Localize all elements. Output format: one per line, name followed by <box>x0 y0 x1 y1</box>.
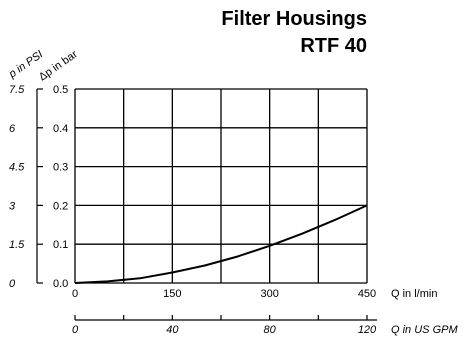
y-tick-label: 0.1 <box>53 239 68 251</box>
y-tick-label-psi: 3 <box>9 200 16 212</box>
y-tick-label-psi: 0 <box>9 278 16 290</box>
y-tick-label: 0.3 <box>53 162 68 174</box>
y-tick-label-psi: 7.5 <box>9 84 25 96</box>
x-tick-label: 0 <box>72 288 78 300</box>
y-tick-label: 0.2 <box>53 200 68 212</box>
y-tick-label-psi: 1.5 <box>9 239 25 251</box>
x-axis-label-gpm: Q in US GPM <box>391 324 458 336</box>
y-axis-label-bar: Δp in bar <box>37 48 80 83</box>
y-tick-label: 0.5 <box>53 84 68 96</box>
x-tick-label-gpm: 120 <box>358 324 377 336</box>
series-layer <box>74 204 368 284</box>
pressure-drop-curve <box>74 204 368 284</box>
chart-subtitle: RTF 40 <box>300 35 367 57</box>
axes <box>36 88 377 321</box>
x-tick-label: 300 <box>260 288 278 300</box>
grid <box>74 88 368 284</box>
x-tick-label-gpm: 0 <box>72 324 79 336</box>
tick-labels: 0.0 0.1 0.2 0.3 0.4 0.5 0 1.5 3 4.5 6 7.5 0 150 300 450… <box>9 84 377 336</box>
chart-title: Filter Housings <box>221 8 367 30</box>
x-tick-label-gpm: 80 <box>264 324 277 336</box>
x-tick-label-gpm: 40 <box>166 324 179 336</box>
x-tick-label: 150 <box>163 288 181 300</box>
y-tick-label-psi: 6 <box>9 123 16 135</box>
y-tick-label: 0.0 <box>53 278 68 290</box>
x-axis-label: Q in l/min <box>391 288 437 300</box>
y-tick-label-psi: 4.5 <box>9 162 25 174</box>
y-tick-label: 0.4 <box>53 123 68 135</box>
x-tick-label: 450 <box>358 288 376 300</box>
